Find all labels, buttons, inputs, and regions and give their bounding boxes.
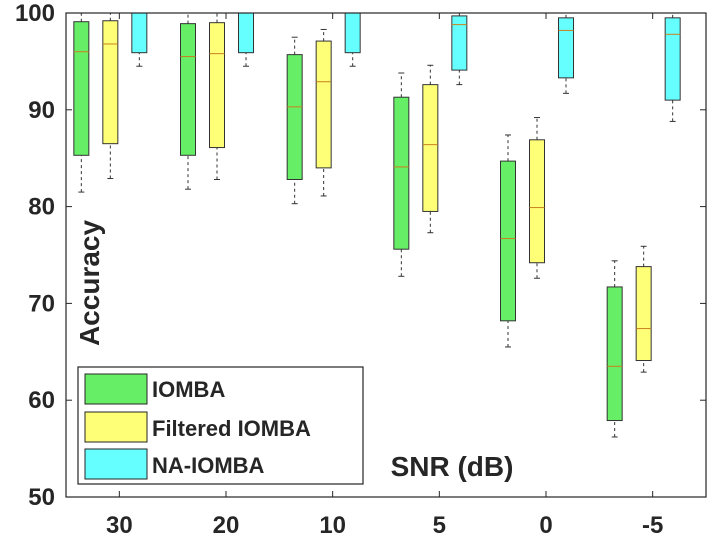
box-body — [180, 23, 196, 156]
box-body — [209, 22, 225, 149]
box-iomba-snr--5 — [606, 260, 623, 438]
axes — [65, 12, 707, 498]
y-tick-label: 90 — [28, 97, 55, 124]
box-body — [558, 17, 574, 79]
x-tick-label: 10 — [319, 512, 346, 539]
y-tick-label: 70 — [28, 290, 55, 317]
box-body — [451, 15, 468, 71]
box-filtered-iomba-snr-20 — [209, 12, 225, 180]
y-axis-ticks: 50 60 70 80 90 100 — [15, 0, 706, 511]
box-body — [102, 20, 119, 145]
box-series — [73, 12, 681, 438]
box-body — [606, 286, 623, 422]
box-body — [315, 40, 332, 169]
x-tick-label: 30 — [106, 512, 133, 539]
legend-swatch-na-iomba — [84, 448, 148, 480]
box-filtered-iomba-snr-5 — [422, 64, 439, 234]
legend-label-na-iomba: NA-IOMBA — [152, 453, 265, 478]
x-axis-title: SNR (dB) — [391, 451, 514, 482]
y-tick-label: 80 — [28, 194, 55, 221]
x-tick-label: 20 — [213, 512, 240, 539]
box-body — [238, 12, 254, 54]
box-body — [422, 84, 439, 212]
box-iomba-snr-20 — [180, 12, 196, 190]
legend: IOMBA Filtered IOMBA NA-IOMBA — [77, 366, 364, 485]
box-body — [286, 54, 303, 180]
x-tick-label: -5 — [642, 512, 663, 539]
box-body — [635, 266, 652, 362]
y-tick-label: 60 — [28, 387, 55, 414]
y-tick-label: 50 — [28, 484, 55, 511]
box-filtered-iomba-snr-0 — [529, 117, 545, 279]
box-body — [393, 96, 410, 250]
legend-label-filtered-iomba: Filtered IOMBA — [152, 416, 311, 441]
box-body — [500, 160, 516, 322]
x-axis-ticks: 30 20 10 5 0 -5 — [106, 13, 663, 539]
y-axis-title: Accuracy — [74, 220, 105, 347]
box-filtered-iomba-snr--5 — [635, 245, 652, 373]
legend-swatch-filtered-iomba — [84, 411, 148, 443]
x-tick-label: 0 — [539, 512, 552, 539]
plot-frame — [65, 12, 707, 498]
legend-swatch-iomba — [84, 373, 148, 405]
box-body — [131, 12, 148, 54]
y-tick-label: 100 — [15, 0, 55, 27]
box-iomba-snr-5 — [393, 72, 410, 277]
box-iomba-snr-30 — [73, 12, 90, 193]
box-filtered-iomba-snr-10 — [315, 28, 332, 197]
box-body — [344, 12, 361, 54]
box-body — [529, 139, 545, 264]
x-tick-label: 5 — [433, 512, 446, 539]
box-na-iomba-snr-5 — [451, 12, 468, 86]
box-body — [73, 21, 90, 156]
box-body — [664, 17, 681, 101]
legend-label-iomba: IOMBA — [152, 377, 225, 402]
box-iomba-snr-0 — [500, 134, 516, 348]
box-iomba-snr-10 — [286, 36, 303, 205]
